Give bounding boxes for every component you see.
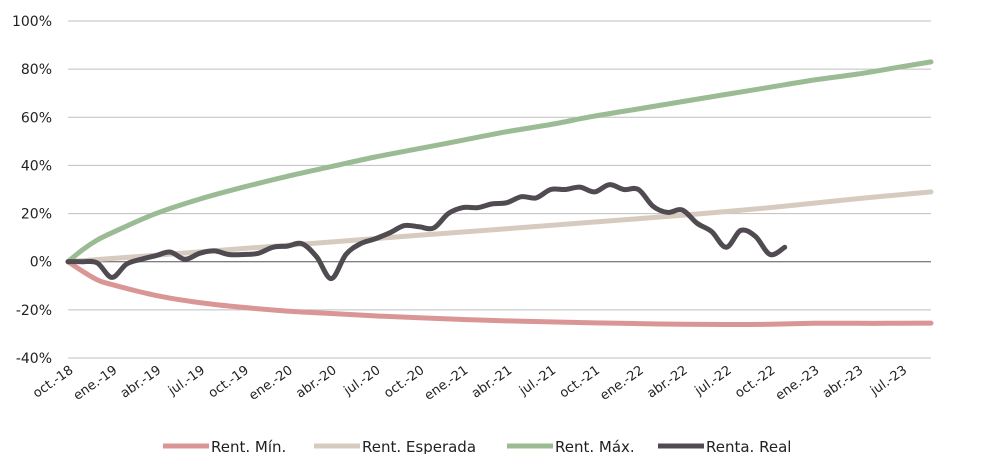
x-tick-label: jul.-22 <box>692 363 735 399</box>
x-tick-label: jul.-20 <box>341 363 384 399</box>
y-tick-label: 40% <box>21 158 52 174</box>
x-tick-label: abr.-22 <box>645 363 691 402</box>
x-tick-label: abr.-23 <box>820 363 866 402</box>
x-tick-label: oct.-18 <box>30 363 76 401</box>
series-lines <box>65 59 934 327</box>
x-tick-label: jul.-23 <box>867 363 910 399</box>
legend-label-rent-max: Rent. Máx. <box>555 438 635 454</box>
y-tick-label: -40% <box>16 351 52 367</box>
y-axis-ticks: -40% -20% 0% 20% 40% 60% 80% 100% <box>12 14 52 367</box>
x-tick-label: jul.-21 <box>516 363 559 399</box>
legend-label-renta-real: Renta. Real <box>706 438 791 454</box>
y-tick-label: 0% <box>30 255 52 271</box>
x-tick-label: abr.-20 <box>294 363 340 402</box>
x-tick-label: abr.-19 <box>118 363 164 402</box>
y-tick-label: 60% <box>21 110 52 126</box>
x-tick-label: oct.-21 <box>557 363 603 401</box>
y-tick-label: 100% <box>12 14 52 30</box>
legend-label-rent-esperada: Rent. Esperada <box>362 438 476 454</box>
y-tick-label: -20% <box>16 303 52 319</box>
x-tick-label: oct.-22 <box>732 363 778 401</box>
legend: Rent. Mín. Rent. Esperada Rent. Máx. Renta.… <box>163 438 791 456</box>
x-tick-label: abr.-21 <box>469 363 515 402</box>
series-line-rent-min <box>65 259 934 327</box>
gridlines <box>68 20 931 359</box>
series-line-rent-max <box>65 59 934 265</box>
legend-label-rent-min: Rent. Mín. <box>211 438 286 454</box>
y-tick-label: 80% <box>21 62 52 78</box>
series-line-renta-real <box>65 182 788 282</box>
y-tick-label: 20% <box>21 207 52 223</box>
x-tick-label: ene.-23 <box>773 363 822 404</box>
x-tick-label: ene.-22 <box>598 363 647 404</box>
x-tick-label: oct.-20 <box>381 363 427 401</box>
x-tick-label: ene.-19 <box>71 363 120 404</box>
x-tick-label: ene.-20 <box>246 363 295 404</box>
x-tick-label: jul.-19 <box>165 363 208 399</box>
x-tick-label: ene.-21 <box>422 363 471 404</box>
x-tick-label: oct.-19 <box>206 363 252 401</box>
